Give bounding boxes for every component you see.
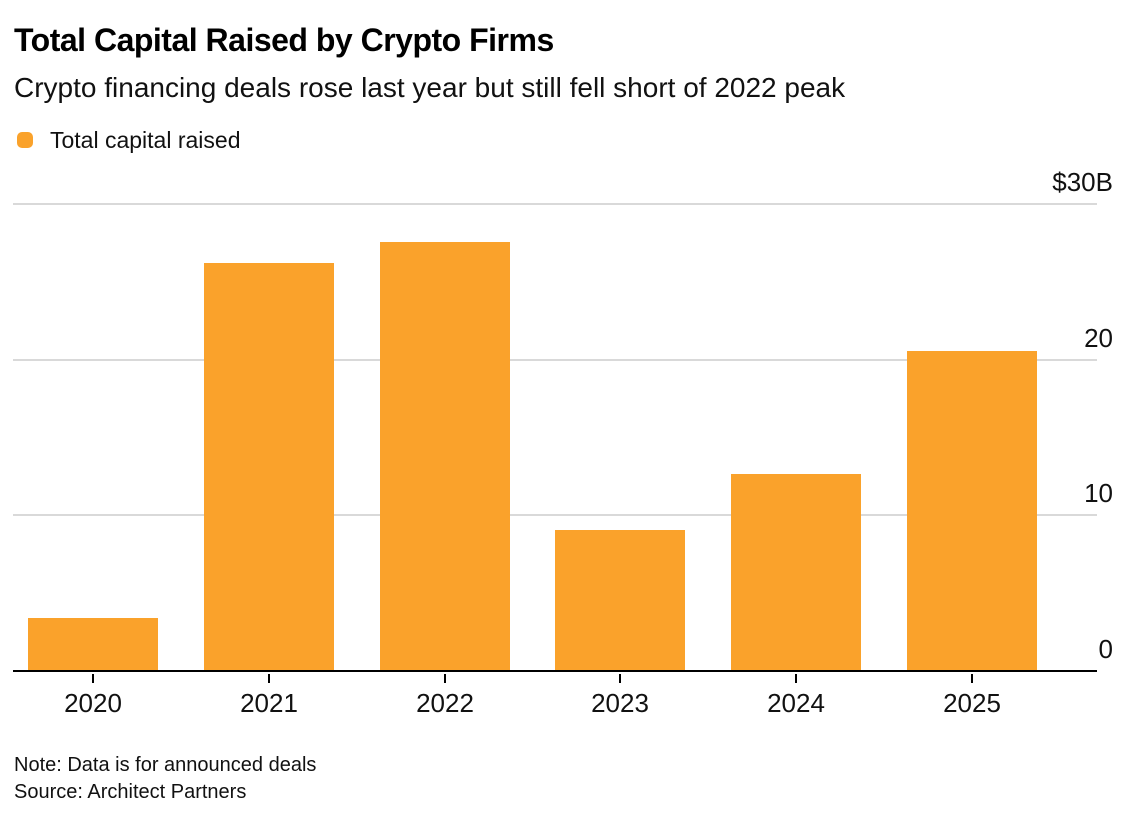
chart-subtitle: Crypto financing deals rose last year bu… <box>14 72 846 103</box>
gridline-10 <box>13 514 1097 517</box>
x-tick-2023 <box>619 674 621 683</box>
y-axis-label-20: 20 <box>1084 322 1113 353</box>
x-tick-2024 <box>795 674 797 683</box>
legend-swatch-icon <box>17 132 33 148</box>
x-axis: 2020 2021 2022 2023 2024 2025 <box>13 674 1113 720</box>
bar-2025 <box>907 351 1037 672</box>
x-axis-label-2025: 2025 <box>943 688 1001 718</box>
bar-2020 <box>28 617 158 672</box>
source-text: Source: Architect Partners <box>14 781 247 803</box>
plot-area: 0 10 20 $30B <box>13 165 1113 672</box>
chart-title: Total Capital Raised by Crypto Firms <box>14 22 554 58</box>
legend: Total capital raised <box>17 126 241 153</box>
x-axis-line <box>13 670 1097 672</box>
bar-2021 <box>204 262 334 672</box>
bar-2024 <box>731 474 861 672</box>
x-tick-2020 <box>92 674 94 683</box>
legend-label: Total capital raised <box>50 126 241 153</box>
x-axis-label-2021: 2021 <box>240 688 298 718</box>
y-axis-label-30: $30B <box>1052 167 1113 197</box>
x-axis-label-2020: 2020 <box>64 688 122 718</box>
x-tick-2025 <box>971 674 973 683</box>
gridline-20 <box>13 358 1097 361</box>
x-axis-label-2024: 2024 <box>767 688 825 718</box>
x-tick-2022 <box>444 674 446 683</box>
x-axis-label-2022: 2022 <box>416 688 474 718</box>
footer: Note: Data is for announced deals Source… <box>14 752 316 806</box>
y-axis-label-0: 0 <box>1098 634 1113 664</box>
x-axis-label-2023: 2023 <box>591 688 649 718</box>
y-axis-label-10: 10 <box>1084 478 1113 509</box>
gridline-30 <box>13 203 1097 205</box>
bar-2023 <box>555 530 685 672</box>
note-text: Note: Data is for announced deals <box>14 754 317 776</box>
x-tick-2021 <box>268 674 270 683</box>
bar-2022 <box>380 242 510 672</box>
